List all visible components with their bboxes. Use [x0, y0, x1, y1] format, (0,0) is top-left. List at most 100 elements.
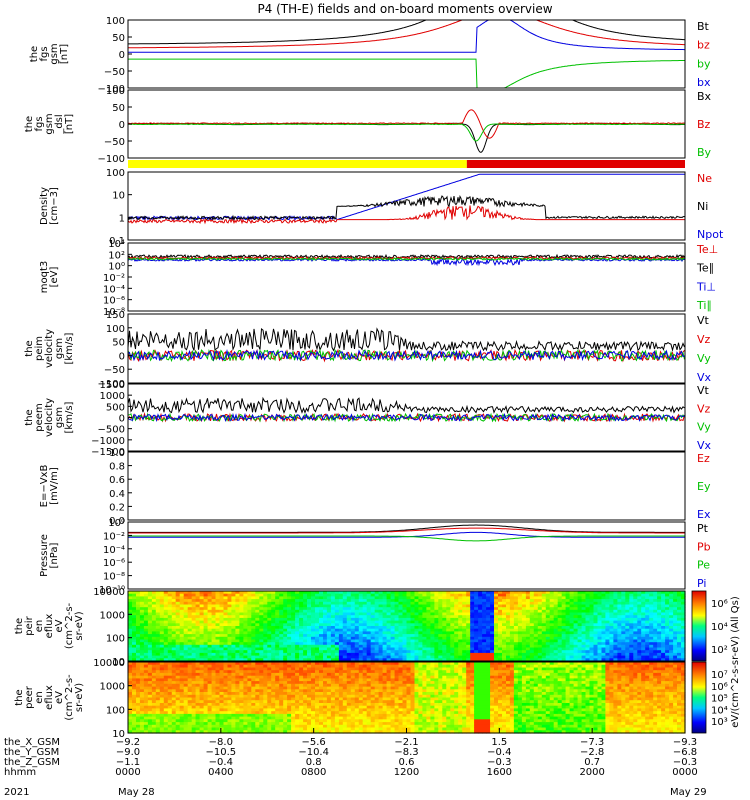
heatmap-cell	[132, 692, 137, 696]
heatmap-cell	[633, 639, 638, 643]
heatmap-cell	[430, 612, 435, 616]
heatmap-cell	[275, 650, 280, 654]
heatmap-cell	[151, 664, 157, 668]
heatmap-cell	[255, 722, 260, 726]
heatmap-cell	[462, 647, 467, 651]
heatmap-cell	[307, 612, 312, 616]
heatmap-cell	[199, 705, 205, 709]
heatmap-cell	[132, 601, 137, 606]
heatmap-cell	[275, 636, 280, 641]
heatmap-cell	[175, 708, 181, 712]
heatmap-cell	[557, 599, 563, 603]
heatmap-cell	[179, 730, 185, 734]
series-vx-line	[127, 348, 685, 362]
heatmap-cell	[553, 593, 559, 597]
heatmap-cell	[362, 593, 368, 597]
heatmap-cell	[673, 617, 678, 622]
heatmap-cell	[195, 670, 201, 674]
heatmap-cell	[474, 655, 479, 659]
heatmap-cell	[163, 601, 169, 606]
heatmap-cell	[287, 650, 292, 654]
heatmap-cell	[235, 612, 240, 616]
heatmap-cell	[390, 636, 396, 641]
heatmap-cell	[581, 644, 587, 649]
heatmap-cell	[207, 703, 213, 707]
heatmap-cell	[569, 655, 575, 659]
heatmap-cell	[378, 596, 384, 600]
legend-bz: bz	[697, 39, 710, 52]
heatmap-cell	[454, 612, 459, 616]
heatmap-cell	[442, 620, 447, 624]
heatmap-cell	[613, 591, 618, 595]
heatmap-cell	[179, 634, 185, 638]
heatmap-cell	[128, 686, 133, 690]
heatmap-cell	[553, 601, 559, 606]
heatmap-cell	[307, 615, 312, 619]
heatmap-cell	[295, 724, 300, 729]
heatmap-cell	[378, 593, 384, 597]
heatmap-cell	[362, 615, 368, 619]
heatmap-cell	[661, 609, 666, 614]
heatmap-cell	[605, 634, 610, 638]
heatmap-cell	[251, 591, 256, 595]
heatmap-cell	[203, 593, 209, 597]
heatmap-cell	[681, 658, 686, 662]
heatmap-cell	[601, 607, 607, 611]
heatmap-cell	[422, 644, 427, 649]
heatmap-cell	[601, 642, 607, 646]
heatmap-cell	[171, 650, 177, 654]
heatmap-cell	[406, 626, 412, 630]
heatmap-cell	[163, 626, 169, 630]
heatmap-cell	[629, 607, 634, 611]
heatmap-cell	[203, 703, 209, 707]
heatmap-cell	[398, 609, 404, 614]
heatmap-cell	[561, 615, 567, 619]
heatmap-cell	[593, 634, 599, 638]
heatmap-cell	[315, 609, 320, 614]
heatmap-cell	[243, 591, 248, 595]
heatmap-cell	[175, 636, 181, 641]
heatmap-cell	[159, 644, 165, 649]
heatmap-cell	[263, 607, 268, 611]
heatmap-cell	[287, 604, 292, 608]
heatmap-cell	[267, 667, 272, 671]
heatmap-cell	[223, 703, 229, 707]
heatmap-cell	[589, 658, 595, 662]
heatmap-cell	[605, 626, 610, 630]
heatmap-cell	[171, 626, 177, 630]
heatmap-cell	[474, 607, 479, 611]
heatmap-cell	[386, 604, 392, 608]
heatmap-cell	[525, 655, 531, 659]
heatmap-cell	[462, 626, 467, 630]
heatmap-cell	[617, 642, 622, 646]
heatmap-cell	[382, 647, 388, 651]
heatmap-cell	[330, 607, 336, 611]
heatmap-cell	[482, 607, 487, 611]
heatmap-cell	[295, 604, 300, 608]
heatmap-cell	[561, 591, 567, 595]
heatmap-cell	[509, 599, 515, 603]
heatmap-cell	[593, 596, 599, 600]
heatmap-cell	[171, 681, 177, 685]
heatmap-cell	[299, 609, 304, 614]
heatmap-cell	[434, 604, 439, 608]
heatmap-cell	[307, 599, 312, 603]
heatmap-cell	[621, 658, 626, 662]
heatmap-cell	[263, 599, 268, 603]
heatmap-cell	[597, 612, 603, 616]
heatmap-cell	[291, 607, 296, 611]
heatmap-cell	[474, 604, 479, 608]
heatmap-cell	[139, 601, 145, 606]
heatmap-cell	[657, 642, 662, 646]
heatmap-cell	[183, 591, 189, 595]
heatmap-cell	[251, 670, 256, 674]
heatmap-cell	[681, 617, 686, 622]
heatmap-cell	[430, 639, 435, 643]
heatmap-cell	[239, 639, 244, 643]
heatmap-cell	[585, 639, 591, 643]
heatmap-cell	[231, 708, 236, 712]
heatmap-cell	[374, 639, 380, 643]
heatmap-cell	[446, 615, 451, 619]
heatmap-cell	[506, 650, 511, 654]
series-by-line	[127, 123, 686, 142]
